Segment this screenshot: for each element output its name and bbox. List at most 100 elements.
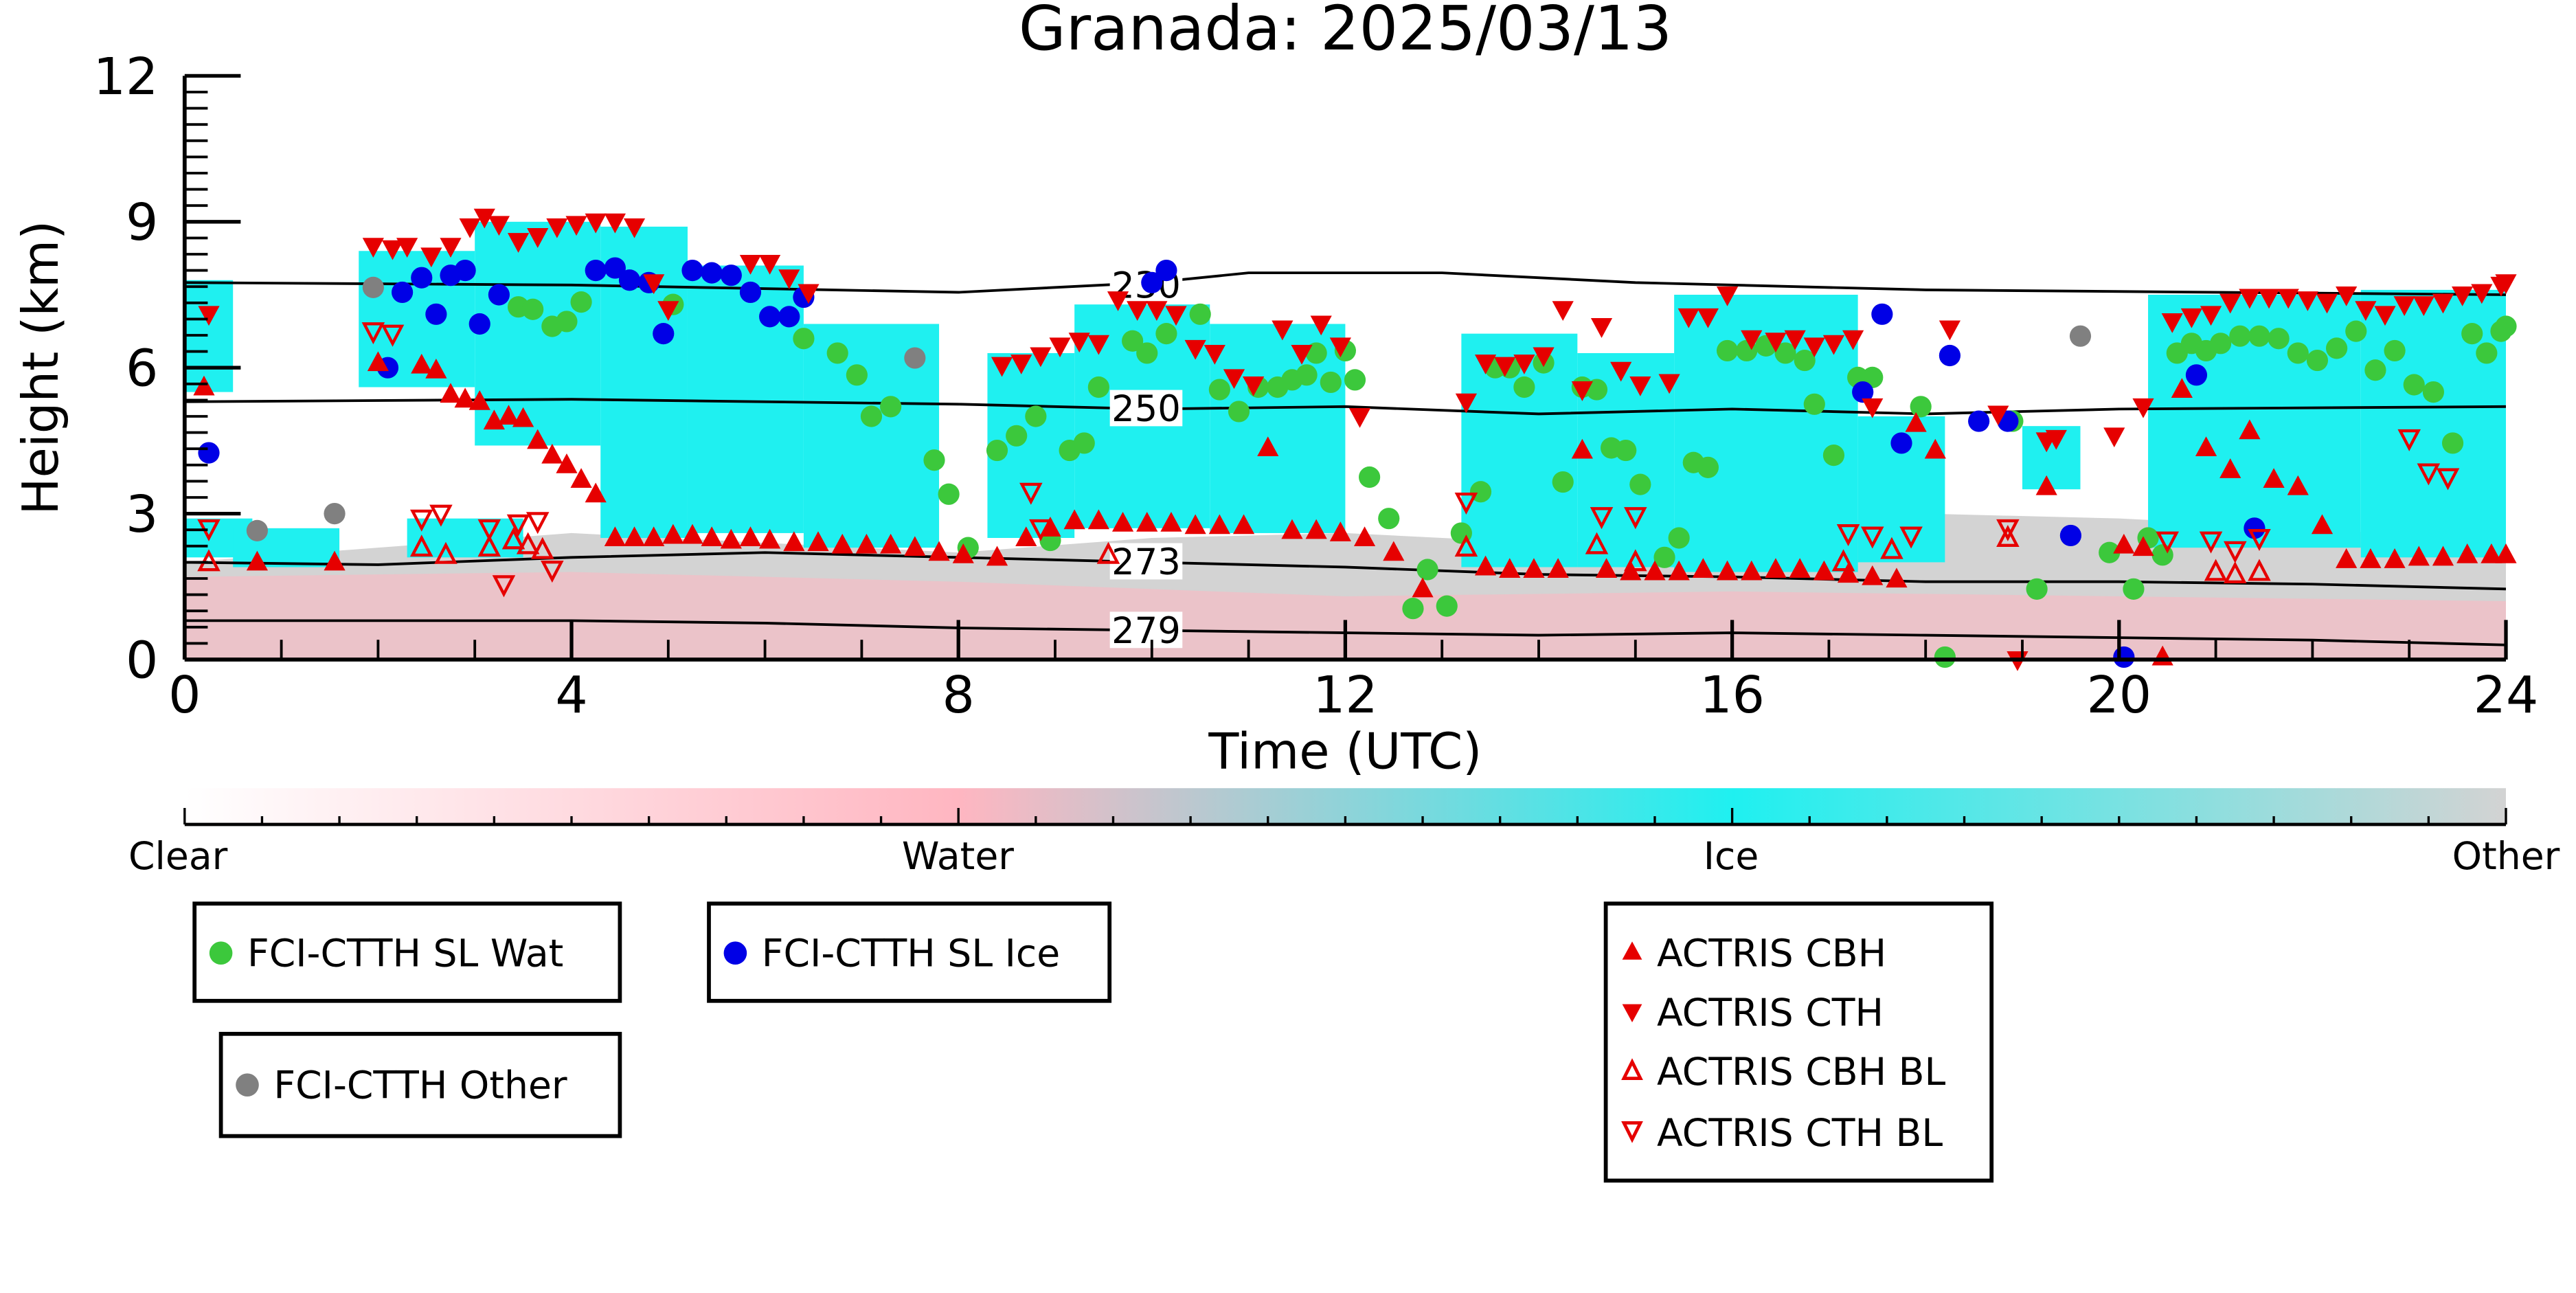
fci-ctth-sl-wat-point [1910,396,1932,418]
actris-cbh-bl-point [2248,559,2271,581]
legend-marker-ice [723,941,747,965]
actris-cth-point [1030,347,1052,368]
actris-cbh-point [1644,560,1666,581]
legend-label-wat: FCI-CTTH SL Wat [247,932,563,976]
actris-cbh-point [2113,533,2135,554]
actris-cbh-point [855,533,878,554]
actris-cth-bl-point [2248,529,2271,552]
actris-cbh-point [1383,541,1405,561]
legend-label-cbh: ACTRIS CBH [1657,932,1886,976]
actris-cth-point [1068,333,1090,353]
actris-cbh-bl-point [1831,549,1855,572]
actris-cth-point [1127,301,1149,322]
legend-marker-cth-bl [1621,1121,1643,1143]
fci-ctth-sl-wat-point [2268,328,2290,350]
y-tick-label: 0 [126,630,158,690]
actris-cbh-point [1257,436,1279,457]
actris-cth-point [1697,308,1719,328]
actris-cth-bl-point [1454,492,1478,515]
actris-cbh-point [807,531,829,552]
actris-cth-point [1658,374,1680,394]
actris-cbh-point [2408,546,2430,566]
actris-cth-bl-point [2436,468,2460,491]
fci-ctth-sl-wat-point [2476,342,2498,364]
fci-ctth-sl-ice-point [2185,364,2208,386]
fci-ctth-sl-ice-point [1890,432,1912,454]
x-tick-label: 16 [1699,665,1765,725]
actris-cth-bl-point [526,512,550,535]
colorbar-label-ice: Ice [1704,835,1759,879]
actris-cbh-bl-point [501,527,526,550]
legend-marker-cbh [1622,941,1642,960]
actris-cbh-point [662,524,684,544]
y-axis-label: Height (km) [12,221,69,515]
actris-cbh-point [324,550,346,571]
ice-cloud-segment [687,265,804,533]
actris-cth-point [488,216,510,236]
fci-ctth-sl-wat-point [1794,349,1816,372]
fci-ctth-sl-ice-point [1141,271,1163,293]
actris-cbh-point [2481,543,2502,563]
actris-cbh-point [952,543,974,563]
legend-box-wat [192,901,622,1003]
actris-cbh-point [1015,526,1037,547]
fci-ctth-sl-wat-point [1136,342,1158,364]
actris-cbh-point [468,390,490,410]
actris-cbh-point [1305,519,1327,539]
fci-ctth-sl-wat-point [2364,359,2386,381]
fci-ctth-sl-wat-point [1228,401,1250,423]
plot-area: 230250273279 [184,208,2517,671]
actris-cbh-point [1905,412,1927,432]
actris-cth-point [643,274,665,295]
fci-ctth-sl-ice-point [778,306,800,328]
actris-cth-point [2336,286,2358,306]
actris-cth-point [2219,293,2241,314]
fci-ctth-sl-wat-point [1513,376,1535,398]
actris-cth-point [1243,376,1265,396]
actris-cbh-point [1692,558,1714,578]
actris-cbh-point [1765,558,1787,578]
x-tick-label: 20 [2086,665,2151,725]
actris-cth-point [2161,313,2183,333]
actris-cbh-point [246,550,269,571]
actris-cth-bl-point [409,509,433,532]
actris-cbh-point [1924,438,1946,459]
fci-ctth-other-point [246,519,269,541]
actris-cbh-point [527,429,549,449]
actris-cth-bl-point [1860,526,1884,549]
fci-ctth-sl-wat-point [2384,339,2406,362]
actris-cbh-point [681,524,703,544]
fci-ctth-sl-ice-point [2244,517,2266,539]
isotherm-label-bg [1109,390,1183,427]
actris-cbh-point [904,536,926,556]
actris-cbh-point [512,407,534,427]
water-layer-area [184,572,2507,660]
actris-cth-bl-point [2199,531,2223,554]
isotherm-line-230 [184,271,2507,296]
actris-cth-point [1803,337,1825,358]
fci-ctth-sl-wat-point [1934,646,1956,668]
actris-cbh-point [1281,519,1303,539]
actris-cth-bl-point [1590,507,1614,530]
fci-ctth-sl-ice-point [198,442,220,464]
fci-ctth-sl-wat-point [556,311,578,333]
fci-ctth-sl-wat-point [938,483,960,505]
fci-ctth-sl-ice-point [739,281,762,304]
actris-cth-bl-point [506,514,530,537]
actris-cbh-point [1184,514,1206,535]
fci-ctth-sl-ice-point [1968,410,1990,432]
fci-ctth-sl-wat-point [1025,405,1047,427]
fci-ctth-sl-ice-point [653,323,675,345]
colorbar-label-clear: Clear [128,835,228,879]
actris-cbh-point [643,526,665,547]
legend-box-other [218,1031,622,1138]
actris-cbh-point [1716,560,1739,581]
fci-ctth-sl-ice-point [1852,381,1874,403]
actris-cth-bl-point [492,575,516,598]
actris-cbh-point [1160,511,1182,532]
actris-cbh-point [1547,558,1569,578]
fci-ctth-sl-ice-point [720,265,742,286]
actris-cbh-point [2219,458,2241,478]
fci-ctth-sl-ice-point [468,313,490,335]
